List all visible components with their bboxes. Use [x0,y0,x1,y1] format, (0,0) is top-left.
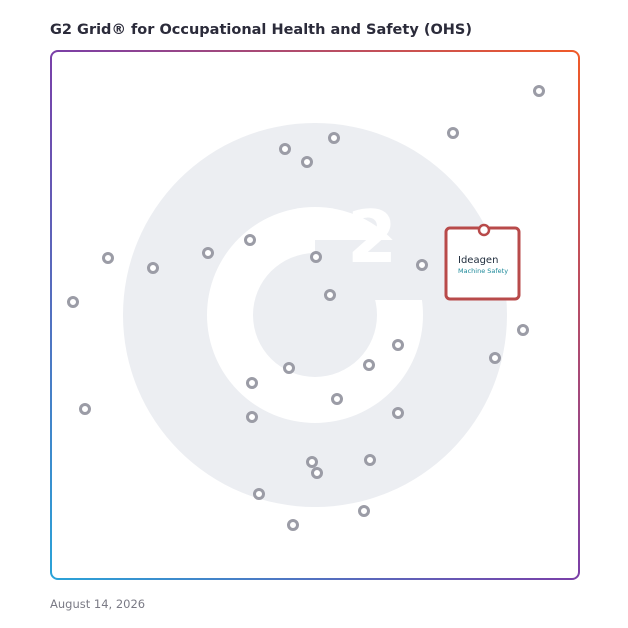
product-dots [67,85,545,531]
product-dot[interactable] [67,296,79,308]
product-dot[interactable] [279,143,291,155]
product-dot[interactable] [301,156,313,168]
highlight-card: Ideagen Machine Safety [444,223,521,301]
grid-border [50,50,580,580]
product-label: Machine Safety [458,267,508,275]
product-dot[interactable] [311,467,323,479]
product-dot[interactable] [283,362,295,374]
product-dot[interactable] [147,262,159,274]
product-dot[interactable] [364,454,376,466]
product-dot[interactable] [392,407,404,419]
product-dot[interactable] [253,488,265,500]
product-dot[interactable] [517,324,529,336]
product-dot[interactable] [310,251,322,263]
svg-text:2: 2 [347,195,397,279]
product-dot[interactable] [358,505,370,517]
title: G2 Grid® for Occupational Health and Saf… [50,22,472,38]
product-dot[interactable] [246,377,258,389]
product-dot[interactable] [244,234,256,246]
product-dot[interactable] [324,289,336,301]
product-dot[interactable] [392,339,404,351]
product-dot[interactable] [102,252,114,264]
product-dot[interactable] [489,352,501,364]
brand-label: Ideagen [458,255,498,266]
date: August 14, 2026 [50,597,145,611]
product-dot[interactable] [246,411,258,423]
product-dot[interactable] [447,127,459,139]
product-dot[interactable] [416,259,428,271]
product-dot[interactable] [306,456,318,468]
product-dot[interactable] [202,247,214,259]
product-dot[interactable] [363,359,375,371]
product-dot[interactable] [331,393,343,405]
product-dot[interactable] [79,403,91,415]
product-dot[interactable] [328,132,340,144]
product-dot[interactable] [533,85,545,97]
product-dot[interactable] [287,519,299,531]
